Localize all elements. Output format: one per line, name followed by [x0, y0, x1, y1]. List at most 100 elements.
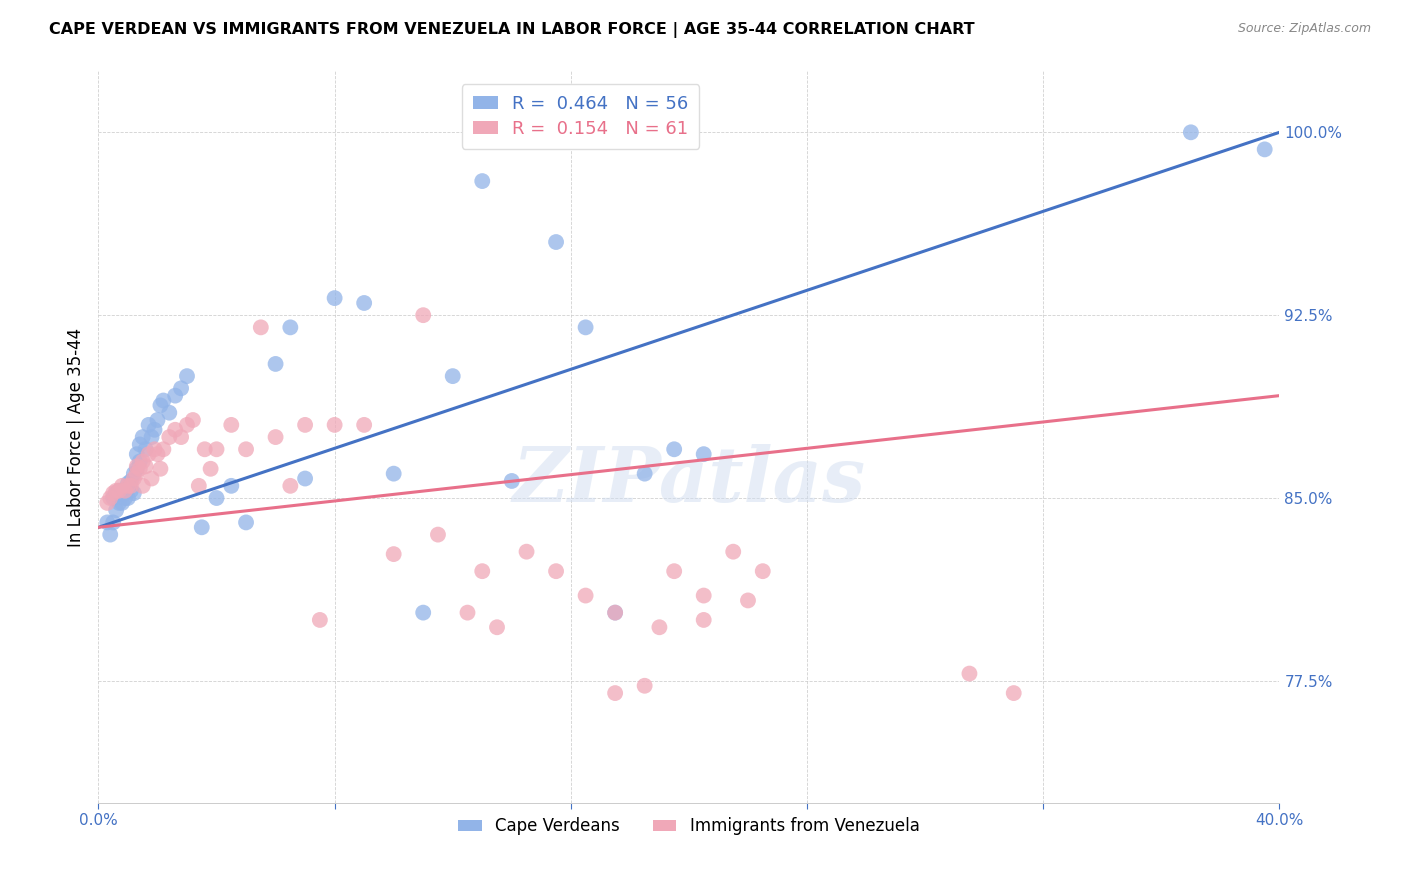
Point: [117, 479, 139, 493]
Point: [149, 462, 172, 476]
Point: [648, 620, 671, 634]
Point: [205, 442, 228, 457]
Point: [471, 564, 494, 578]
Point: [457, 606, 479, 620]
Point: [96, 516, 118, 530]
Point: [605, 606, 627, 620]
Point: [105, 483, 128, 498]
Point: [1254, 142, 1277, 156]
Point: [200, 462, 222, 476]
Point: [221, 417, 243, 432]
Point: [280, 320, 302, 334]
Point: [103, 516, 125, 530]
Point: [605, 686, 627, 700]
Point: [181, 413, 204, 427]
Point: [111, 496, 134, 510]
Point: [546, 235, 568, 249]
Point: [143, 442, 166, 457]
Point: [323, 291, 346, 305]
Point: [187, 479, 209, 493]
Point: [165, 423, 187, 437]
Point: [382, 547, 405, 561]
Point: [471, 174, 494, 188]
Point: [165, 389, 187, 403]
Point: [959, 666, 981, 681]
Point: [132, 479, 155, 493]
Point: [122, 467, 145, 481]
Point: [128, 454, 150, 468]
Point: [146, 447, 169, 461]
Point: [441, 369, 464, 384]
Point: [194, 442, 217, 457]
Point: [309, 613, 332, 627]
Point: [152, 442, 174, 457]
Point: [575, 589, 598, 603]
Point: [120, 474, 142, 488]
Point: [486, 620, 509, 634]
Point: [128, 462, 150, 476]
Point: [117, 491, 139, 505]
Point: [693, 613, 716, 627]
Point: [138, 417, 160, 432]
Point: [737, 593, 759, 607]
Point: [294, 417, 316, 432]
Point: [235, 442, 257, 457]
Point: [114, 483, 136, 498]
Point: [105, 486, 128, 500]
Point: [125, 467, 148, 481]
Point: [353, 296, 375, 310]
Point: [605, 606, 627, 620]
Point: [120, 483, 142, 498]
Point: [1002, 686, 1025, 700]
Point: [132, 454, 155, 468]
Point: [96, 496, 118, 510]
Point: [141, 430, 163, 444]
Point: [146, 413, 169, 427]
Point: [117, 476, 139, 491]
Point: [157, 430, 180, 444]
Point: [412, 606, 434, 620]
Point: [98, 491, 121, 505]
Point: [221, 479, 243, 493]
Point: [108, 483, 131, 498]
Point: [157, 406, 180, 420]
Point: [280, 479, 302, 493]
Point: [135, 459, 157, 474]
Point: [138, 447, 160, 461]
Point: [634, 467, 657, 481]
Point: [323, 417, 346, 432]
Point: [294, 471, 316, 485]
Point: [108, 483, 131, 498]
Point: [149, 398, 172, 412]
Point: [501, 474, 523, 488]
Point: [382, 467, 405, 481]
Point: [205, 491, 228, 505]
Point: [114, 491, 136, 505]
Point: [120, 479, 142, 493]
Point: [176, 417, 198, 432]
Point: [634, 679, 657, 693]
Point: [114, 486, 136, 500]
Point: [664, 564, 686, 578]
Point: [125, 447, 148, 461]
Point: [250, 320, 273, 334]
Point: [723, 544, 745, 558]
Point: [752, 564, 775, 578]
Point: [546, 564, 568, 578]
Text: ZIPatlas: ZIPatlas: [512, 444, 866, 518]
Point: [128, 437, 150, 451]
Point: [111, 479, 134, 493]
Point: [1180, 125, 1202, 139]
Text: CAPE VERDEAN VS IMMIGRANTS FROM VENEZUELA IN LABOR FORCE | AGE 35-44 CORRELATION: CAPE VERDEAN VS IMMIGRANTS FROM VENEZUEL…: [49, 22, 974, 38]
Point: [143, 423, 166, 437]
Point: [108, 496, 131, 510]
Point: [170, 430, 193, 444]
Y-axis label: In Labor Force | Age 35-44: In Labor Force | Age 35-44: [66, 327, 84, 547]
Point: [516, 544, 538, 558]
Text: Source: ZipAtlas.com: Source: ZipAtlas.com: [1237, 22, 1371, 36]
Point: [575, 320, 598, 334]
Legend: Cape Verdeans, Immigrants from Venezuela: Cape Verdeans, Immigrants from Venezuela: [451, 811, 927, 842]
Point: [125, 462, 148, 476]
Point: [693, 589, 716, 603]
Point: [122, 486, 145, 500]
